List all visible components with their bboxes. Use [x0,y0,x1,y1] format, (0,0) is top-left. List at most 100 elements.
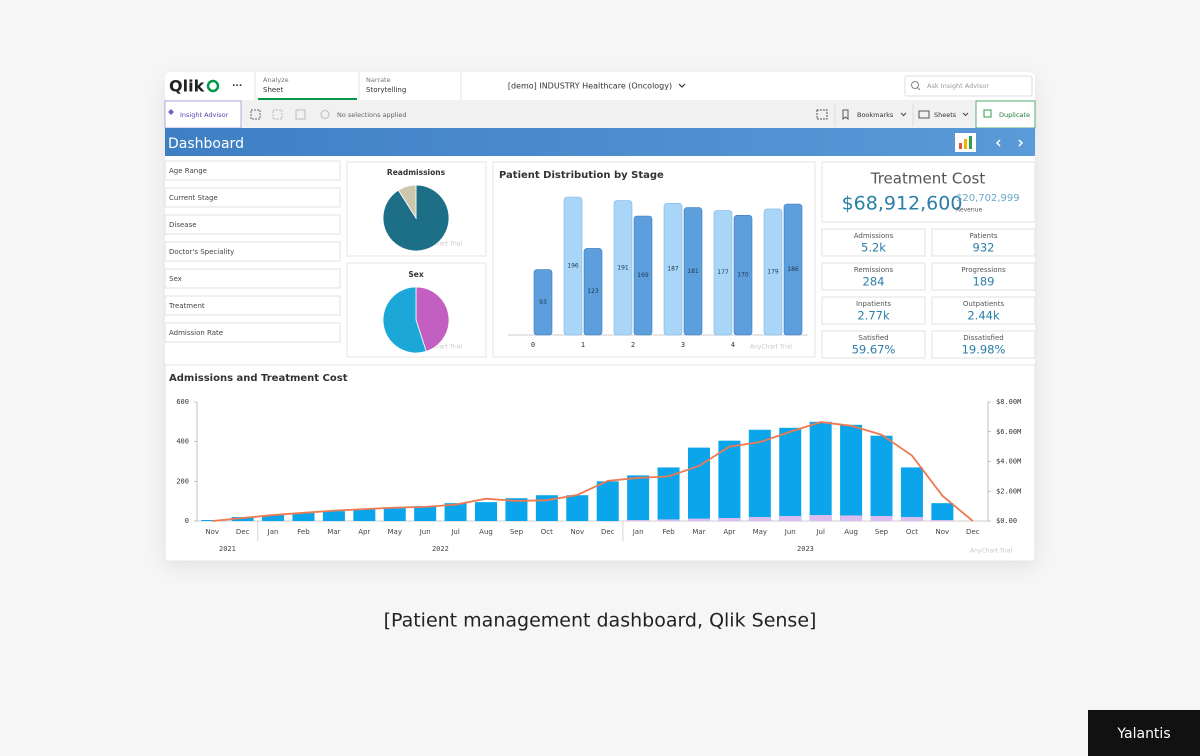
data-label: 186 [787,266,799,273]
kpi-label: Progressions [961,266,1006,274]
prev-sheet[interactable] [995,139,1001,147]
kpi-label: Inpatients [856,300,891,308]
y-tick-label: 600 [176,398,189,406]
x-tick-label: May [753,528,767,536]
bar [779,427,802,521]
chevron [900,112,907,117]
y2-tick-label: $0.00 [996,517,1017,525]
kpi-secondary-label: Revenue [956,207,982,214]
y2-tick-label: $6.00M [996,428,1021,436]
kpi-tile [821,228,926,257]
insight-button[interactable] [164,100,242,129]
x-tick-label: Jun [419,528,431,536]
select-tool[interactable] [250,109,261,120]
x-tick-label: Aug [844,528,858,536]
bar [262,515,285,521]
bar [718,440,741,521]
bar [900,467,923,521]
data-label: 179 [767,268,779,275]
data-label: 169 [637,272,649,279]
kpi-value: 19.98% [962,343,1006,357]
bar [783,203,803,336]
kpi-value: 2.44k [967,309,1000,323]
bar [596,481,619,521]
bookmarks-button[interactable]: Bookmarks [857,111,894,119]
bar [627,475,650,521]
bar [931,503,954,521]
kpi-value: 189 [973,275,995,289]
x-tick-label: Oct [541,528,553,536]
x-tick-label: Sep [875,528,889,536]
logo: Qlik [169,77,205,96]
kpi-label: Admissions [854,232,894,240]
search-icon [917,87,921,91]
filter-box[interactable] [164,160,341,181]
caption: [Patient management dashboard, Qlik Sens… [384,610,817,632]
select-tool[interactable] [320,110,330,119]
next-sheet[interactable] [1018,139,1024,147]
x-tick-label: 0 [531,341,535,349]
grid-icon[interactable] [816,109,828,120]
filter-box[interactable] [164,214,341,235]
y2-tick-label: $8.00M [996,398,1021,406]
bar [292,513,315,521]
kpi-tile [821,262,926,291]
bar [563,196,583,336]
insight-label: Insight Advisor [180,111,229,119]
kpi-tile [821,330,926,359]
duplicate-button[interactable] [975,100,1036,129]
bar [322,511,345,521]
filter-box[interactable] [164,322,341,343]
filter-box[interactable] [164,241,341,262]
watermark: AnyChart Trial [970,548,1012,555]
watermark: AnyChart Trial [750,344,792,351]
search-icon [911,81,919,89]
filter-box[interactable] [164,187,341,208]
filter-box[interactable] [164,295,341,316]
bar [231,517,254,521]
pie-slice [397,184,417,220]
select-tool[interactable] [272,109,283,120]
filter-box[interactable] [164,268,341,289]
bar [627,520,650,521]
kpi-secondary: $20,702,999 [956,193,1020,204]
bar [779,516,802,521]
select-tool[interactable] [295,109,306,120]
kpi-value: 2.77k [857,309,890,323]
menu-button[interactable]: ··· [232,82,242,92]
tab-value: Sheet [263,86,283,94]
selections-status: No selections applied [337,111,407,119]
data-label: 123 [587,288,599,295]
kpi-value: 932 [973,241,995,255]
kpi-label: Outpatients [963,300,1005,308]
chart-title: Readmissions [387,168,446,177]
bar [748,429,771,521]
x-tick-label: Dec [601,528,615,536]
filter-label: Treatment [168,302,205,310]
kpi-tile [931,330,1036,359]
kpi-value: 59.67% [852,343,896,357]
x-tick-label: Oct [906,528,918,536]
logo-mark [206,79,220,93]
tab-analyze[interactable]: Analyze Sheet [258,76,357,100]
search-box[interactable] [904,75,1033,97]
watermark: AnyChart Trial [420,241,462,248]
bar [583,248,603,336]
x-tick-label: Jan [267,528,279,536]
tab-narrate[interactable]: Narrate Storytelling [366,76,406,94]
bar [870,516,893,521]
kpi-title: Treatment Cost [870,170,986,188]
x-tick-label: 1 [581,341,585,349]
kpi-value: $68,912,600 [842,193,963,215]
sheets-button[interactable]: Sheets [934,111,957,119]
app-title[interactable]: [demo] INDUSTRY Healthcare (Oncology) [508,82,672,91]
bar [840,515,863,521]
chevron [962,112,969,117]
bar [566,495,589,521]
kpi-label: Dissatisfied [963,334,1003,342]
bar [931,520,954,521]
bar [535,495,558,521]
kpi-tile [931,228,1036,257]
chart-title: Sex [408,270,423,279]
